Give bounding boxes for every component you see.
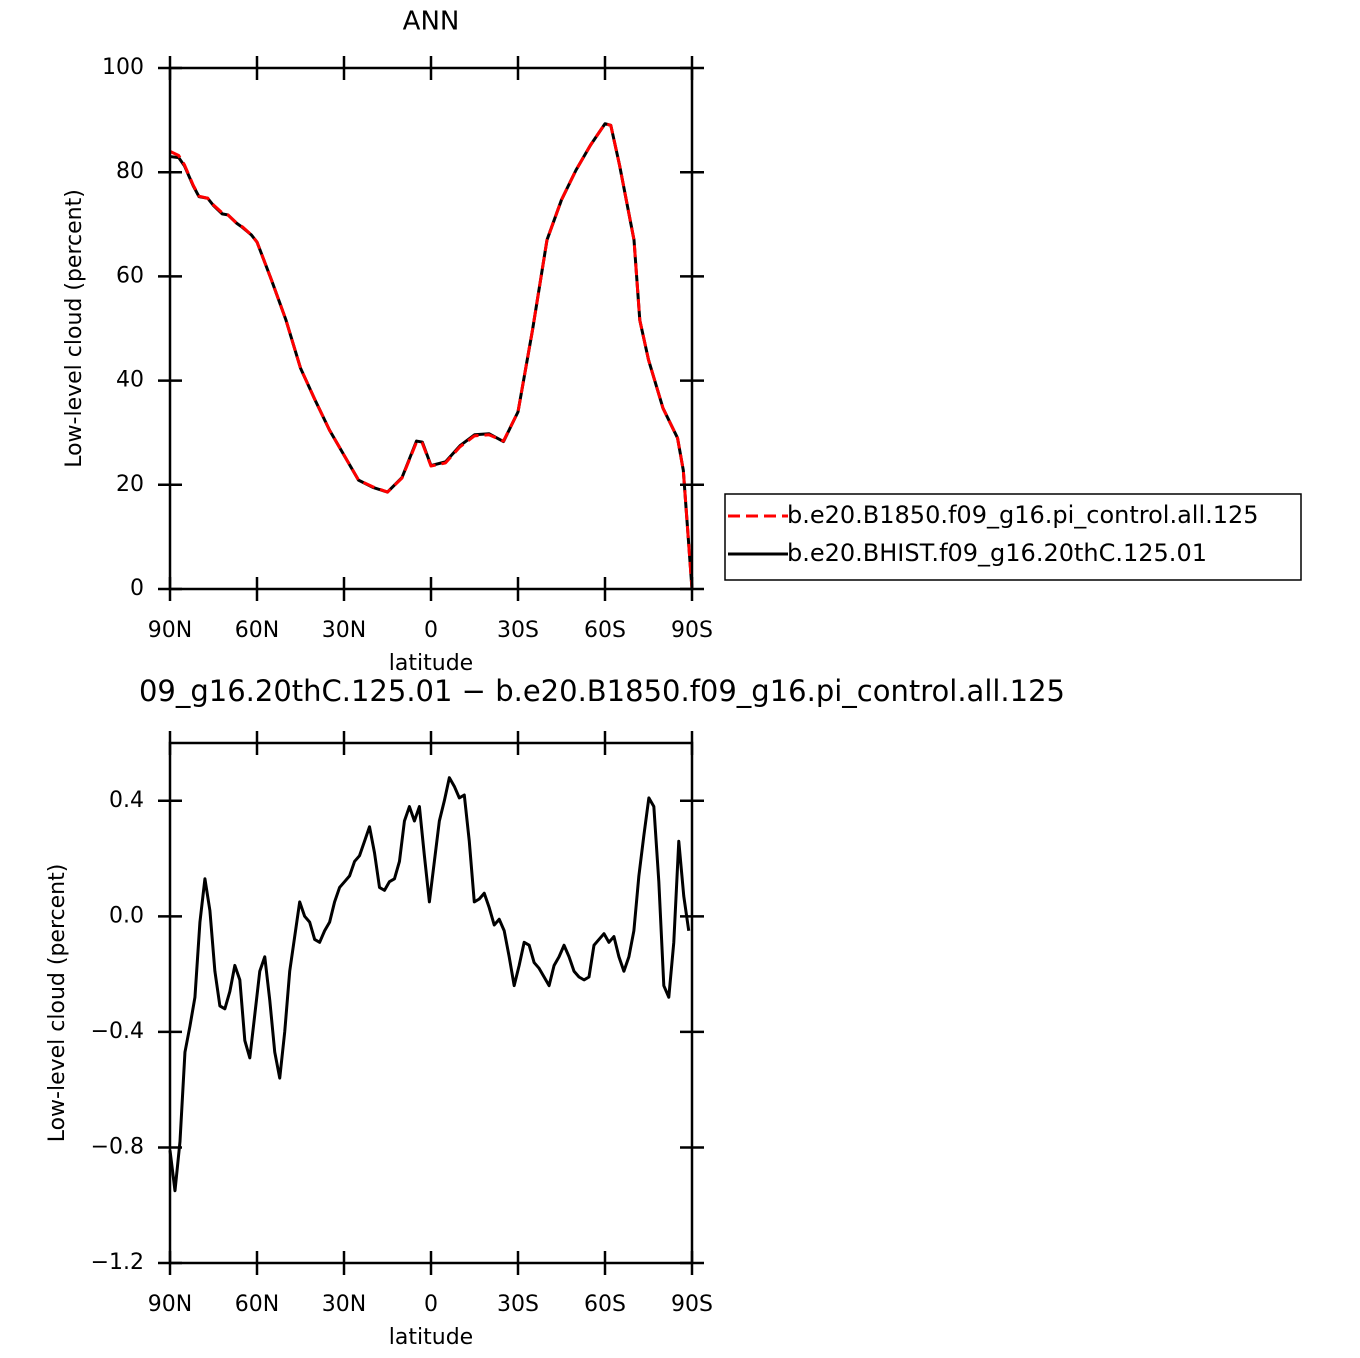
x-tick-label: 0 [424, 1292, 438, 1317]
x-tick-label: 30S [497, 1292, 539, 1317]
x-tick-label: 30N [322, 618, 366, 643]
y-tick-label: 20 [116, 472, 144, 497]
y-tick-label: −0.4 [91, 1019, 144, 1044]
x-axis-label: latitude [389, 1325, 473, 1350]
y-axis-label: Low-level cloud (percent) [45, 864, 70, 1143]
legend-label: b.e20.B1850.f09_g16.pi_control.all.125 [787, 501, 1259, 529]
y-tick-label: 0.4 [109, 788, 144, 813]
x-tick-label: 60N [235, 618, 279, 643]
x-tick-label: 90N [148, 1292, 192, 1317]
x-tick-label: 60N [235, 1292, 279, 1317]
y-tick-label: −0.8 [91, 1134, 144, 1159]
chart-title: 09_g16.20thC.125.01 − b.e20.B1850.f09_g1… [139, 674, 1065, 708]
y-tick-label: 60 [116, 263, 144, 288]
data-line [168, 776, 691, 1193]
y-tick-label: 100 [102, 55, 144, 80]
x-axis-label: latitude [389, 651, 473, 676]
x-tick-label: 90S [671, 618, 713, 643]
y-tick-label: −1.2 [91, 1250, 144, 1275]
x-tick-label: 90S [671, 1292, 713, 1317]
y-tick-label: 0 [130, 576, 144, 601]
legend-label: b.e20.BHIST.f09_g16.20thC.125.01 [787, 539, 1207, 567]
x-tick-label: 60S [584, 1292, 626, 1317]
x-tick-label: 30N [322, 1292, 366, 1317]
y-tick-label: 0.0 [109, 903, 144, 928]
plot-frame [168, 741, 694, 1265]
y-tick-label: 80 [116, 159, 144, 184]
legend-box [724, 493, 1302, 581]
chart-title: ANN [403, 7, 460, 37]
data-line [169, 122, 694, 590]
y-tick-label: 40 [116, 368, 144, 393]
data-line [169, 122, 694, 590]
y-axis-label: Low-level cloud (percent) [62, 189, 87, 468]
x-tick-label: 90N [148, 618, 192, 643]
x-tick-label: 30S [497, 618, 539, 643]
plot-frame [168, 66, 694, 591]
x-tick-label: 60S [584, 618, 626, 643]
x-tick-label: 0 [424, 618, 438, 643]
